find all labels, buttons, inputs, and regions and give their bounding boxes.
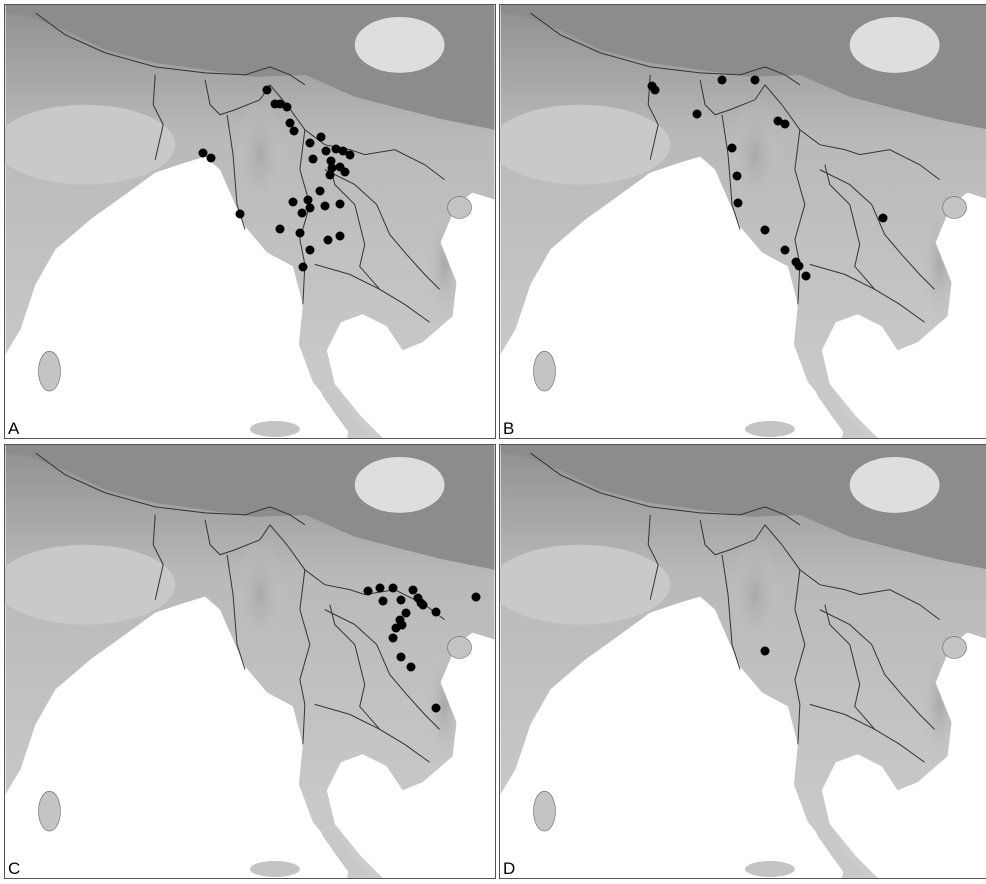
occurrence-dot <box>432 608 441 617</box>
occurrence-dot <box>802 272 811 281</box>
base-map <box>491 445 986 878</box>
occurrence-dot <box>761 226 770 235</box>
map-panel: D <box>491 445 986 879</box>
occurrence-dot <box>336 200 345 209</box>
occurrence-dot <box>879 214 888 223</box>
occurrence-dot <box>397 596 406 605</box>
occurrence-dot <box>733 172 742 181</box>
panel-label: B <box>503 419 514 438</box>
occurrence-dot <box>299 263 308 272</box>
occurrence-dot <box>286 119 295 128</box>
occurrence-dot <box>207 154 216 163</box>
occurrence-dot <box>718 76 727 85</box>
occurrence-dot <box>321 202 330 211</box>
occurrence-dot <box>306 246 315 255</box>
occurrence-dot <box>306 139 315 148</box>
base-map <box>0 5 494 438</box>
occurrence-dot <box>781 120 790 129</box>
occurrence-dot <box>298 209 307 218</box>
occurrence-dot <box>364 587 373 596</box>
panel-label: D <box>503 859 515 878</box>
occurrence-dot <box>306 204 315 213</box>
occurrence-dot <box>346 151 355 160</box>
occurrence-dot <box>472 593 481 602</box>
panel-label: C <box>8 859 20 878</box>
occurrence-dot <box>296 229 305 238</box>
occurrence-dot <box>304 196 313 205</box>
occurrence-dot <box>336 163 345 172</box>
occurrence-dot <box>336 232 345 241</box>
base-map <box>491 5 986 438</box>
page: ABCD (() => { const data = JSON.parse(do… <box>0 0 986 879</box>
map-panel: B <box>491 5 986 439</box>
occurrence-dot <box>324 236 333 245</box>
occurrence-dot <box>432 704 441 713</box>
occurrence-dot <box>419 601 428 610</box>
occurrence-dot <box>376 584 385 593</box>
occurrence-dot <box>795 262 804 271</box>
occurrence-dot <box>409 586 418 595</box>
occurrence-dot <box>761 647 770 656</box>
occurrence-dot <box>389 634 398 643</box>
map-panel: A <box>0 5 496 439</box>
panel-label: A <box>8 419 20 438</box>
occurrence-dot <box>751 76 760 85</box>
occurrence-dot <box>398 621 407 630</box>
occurrence-dot <box>236 210 245 219</box>
occurrence-dot <box>316 187 325 196</box>
occurrence-dot <box>263 86 272 95</box>
occurrence-dot <box>402 609 411 618</box>
occurrence-dot <box>728 144 737 153</box>
figure: A B C D <box>0 0 986 879</box>
occurrence-dot <box>379 597 388 606</box>
occurrence-dot <box>309 155 318 164</box>
occurrence-dot <box>289 198 298 207</box>
map-panel: C <box>0 445 496 879</box>
occurrence-dot <box>322 147 331 156</box>
occurrence-dot <box>199 149 208 158</box>
occurrence-dot <box>734 199 743 208</box>
occurrence-dot <box>290 127 299 136</box>
occurrence-dot <box>651 86 660 95</box>
occurrence-dot <box>407 663 416 672</box>
occurrence-dot <box>781 246 790 255</box>
occurrence-dot <box>693 110 702 119</box>
occurrence-dot <box>389 584 398 593</box>
base-map <box>0 445 494 878</box>
occurrence-dot <box>283 103 292 112</box>
occurrence-dot <box>276 225 285 234</box>
occurrence-dot <box>397 653 406 662</box>
occurrence-dot <box>317 133 326 142</box>
occurrence-dot <box>326 171 335 180</box>
